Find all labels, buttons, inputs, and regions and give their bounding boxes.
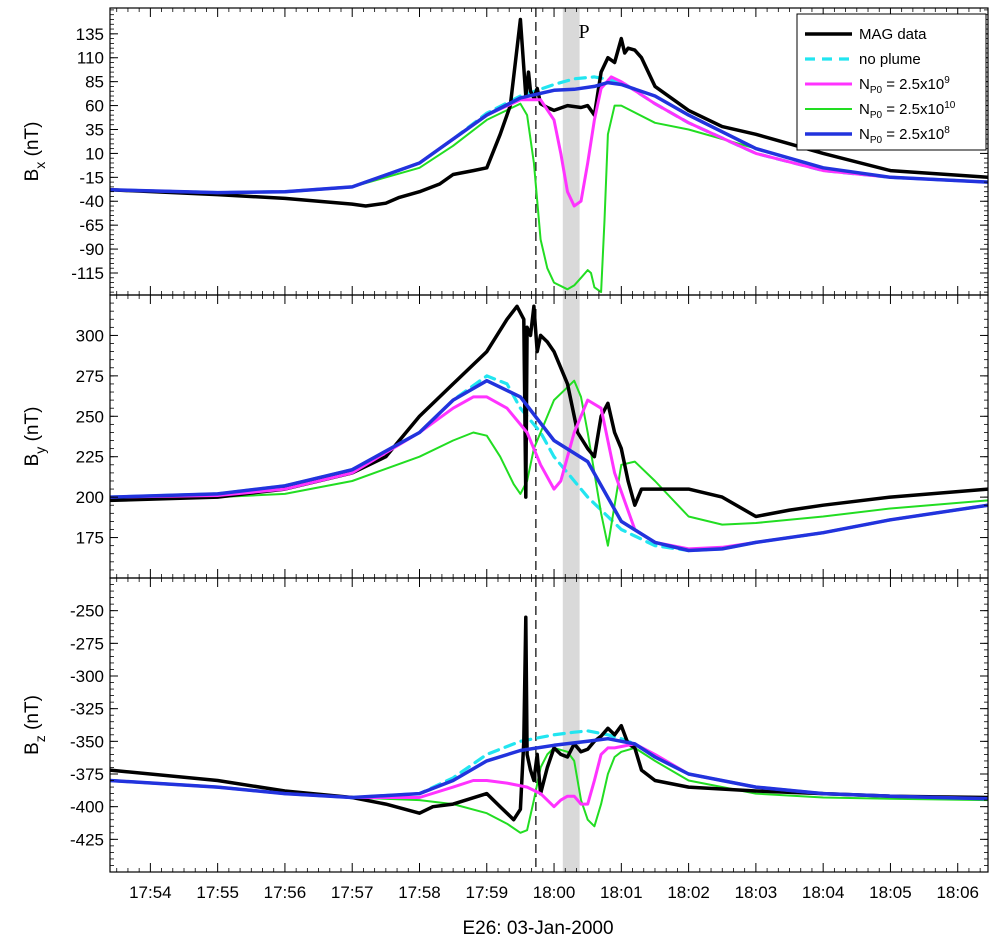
- x-tick-label: 18:01: [600, 883, 643, 902]
- x-tick-labels: 17:54 17:55 17:56 17:57 17:58 17:59 18:00 18:01…: [129, 883, 979, 902]
- series-line-n-p0-2-5x10-8: [110, 736, 988, 801]
- legend: MAG data no plume NP0 = 2.5x109 NP0 = 2.5x1…: [796, 13, 987, 151]
- y-tick-label: -325: [70, 700, 104, 719]
- y-tick-label: 60: [85, 97, 104, 116]
- x-tick-label: 17:54: [129, 883, 172, 902]
- legend-entry: NP0 = 2.5x108: [859, 125, 950, 146]
- y-tick-label: -425: [70, 830, 104, 849]
- series-line-n-p0-2-5x10-8: [110, 378, 988, 553]
- y-tick-label: 225: [76, 448, 104, 467]
- legend-entry: MAG data: [859, 26, 927, 43]
- shaded-region: [562, 8, 580, 295]
- x-tick-label: 18:00: [533, 883, 576, 902]
- y-axis-label: Bz (nT): [22, 695, 48, 755]
- panel-bz: -250 -275 -300 -325 -350 -375 -400 -425 Bz (nT): [22, 577, 989, 873]
- y-tick-label: -250: [70, 602, 104, 621]
- y-tick-label: 200: [76, 488, 104, 507]
- y-tick-label: -350: [70, 732, 104, 751]
- y-tick-label: 175: [76, 529, 104, 548]
- y-tick-label: 275: [76, 367, 104, 386]
- series-line-n-p0-2-5x10-10: [110, 379, 988, 547]
- y-tick-label: 250: [76, 407, 104, 426]
- y-tick-label: -375: [70, 765, 104, 784]
- x-tick-label: 18:02: [667, 883, 710, 902]
- y-tick-label: -65: [79, 216, 104, 235]
- series-line-n-p0-2-5x10-8: [110, 80, 988, 195]
- y-tick-label: 110: [77, 49, 104, 68]
- y-axis-label: Bx (nT): [22, 122, 48, 182]
- panel-bx: 135 110 85 60 35 10 -15 -40 -65 -90 -115 Bx (nT): [22, 7, 989, 296]
- x-tick-label: 17:59: [465, 883, 508, 902]
- x-tick-label: 18:04: [802, 883, 845, 902]
- y-tick-label: 35: [85, 120, 104, 139]
- x-tick-label: 17:58: [398, 883, 441, 902]
- y-tick-label: 300: [76, 326, 104, 345]
- panels: 135 110 85 60 35 10 -15 -40 -65 -90 -115 Bx (nT) 300…: [22, 7, 989, 873]
- y-tick-label: -90: [79, 240, 104, 259]
- x-tick-label: 17:55: [196, 883, 239, 902]
- x-tick-label: 18:03: [735, 883, 778, 902]
- series-line-mag-data: [110, 304, 988, 519]
- y-tick-label: 85: [85, 73, 104, 92]
- y-tick-label: 10: [85, 144, 104, 163]
- y-axis-label: By (nT): [22, 407, 48, 467]
- y-tick-label: -115: [71, 264, 104, 283]
- x-tick-label: 17:57: [331, 883, 374, 902]
- y-tick-label: -400: [70, 798, 104, 817]
- shaded-region: [562, 295, 580, 578]
- legend-entry: NP0 = 2.5x1010: [859, 100, 956, 121]
- series-line-no-plume: [110, 374, 988, 553]
- legend-entry: NP0 = 2.5x109: [859, 75, 950, 96]
- x-axis-label: E26: 03-Jan-2000: [462, 918, 613, 939]
- x-tick-label: 18:05: [869, 883, 912, 902]
- y-tick-label: -15: [79, 168, 104, 187]
- shaded-region: [562, 578, 580, 872]
- y-tick-label: -300: [70, 667, 104, 686]
- y-tick-label: -275: [70, 634, 104, 653]
- panel-frame: [109, 577, 989, 873]
- y-tick-label: 135: [76, 25, 104, 44]
- x-tick-label: 17:56: [264, 883, 307, 902]
- series-line-n-p0-2-5x10-10: [110, 102, 988, 294]
- x-tick-label: 18:06: [936, 883, 979, 902]
- panel-by: 300 275 250 225 200 175 By (nT): [22, 294, 989, 579]
- shaded-region-label: P: [578, 21, 589, 43]
- y-tick-label: -40: [79, 192, 104, 211]
- legend-entry: no plume: [859, 51, 921, 68]
- series-line-mag-data: [110, 615, 988, 822]
